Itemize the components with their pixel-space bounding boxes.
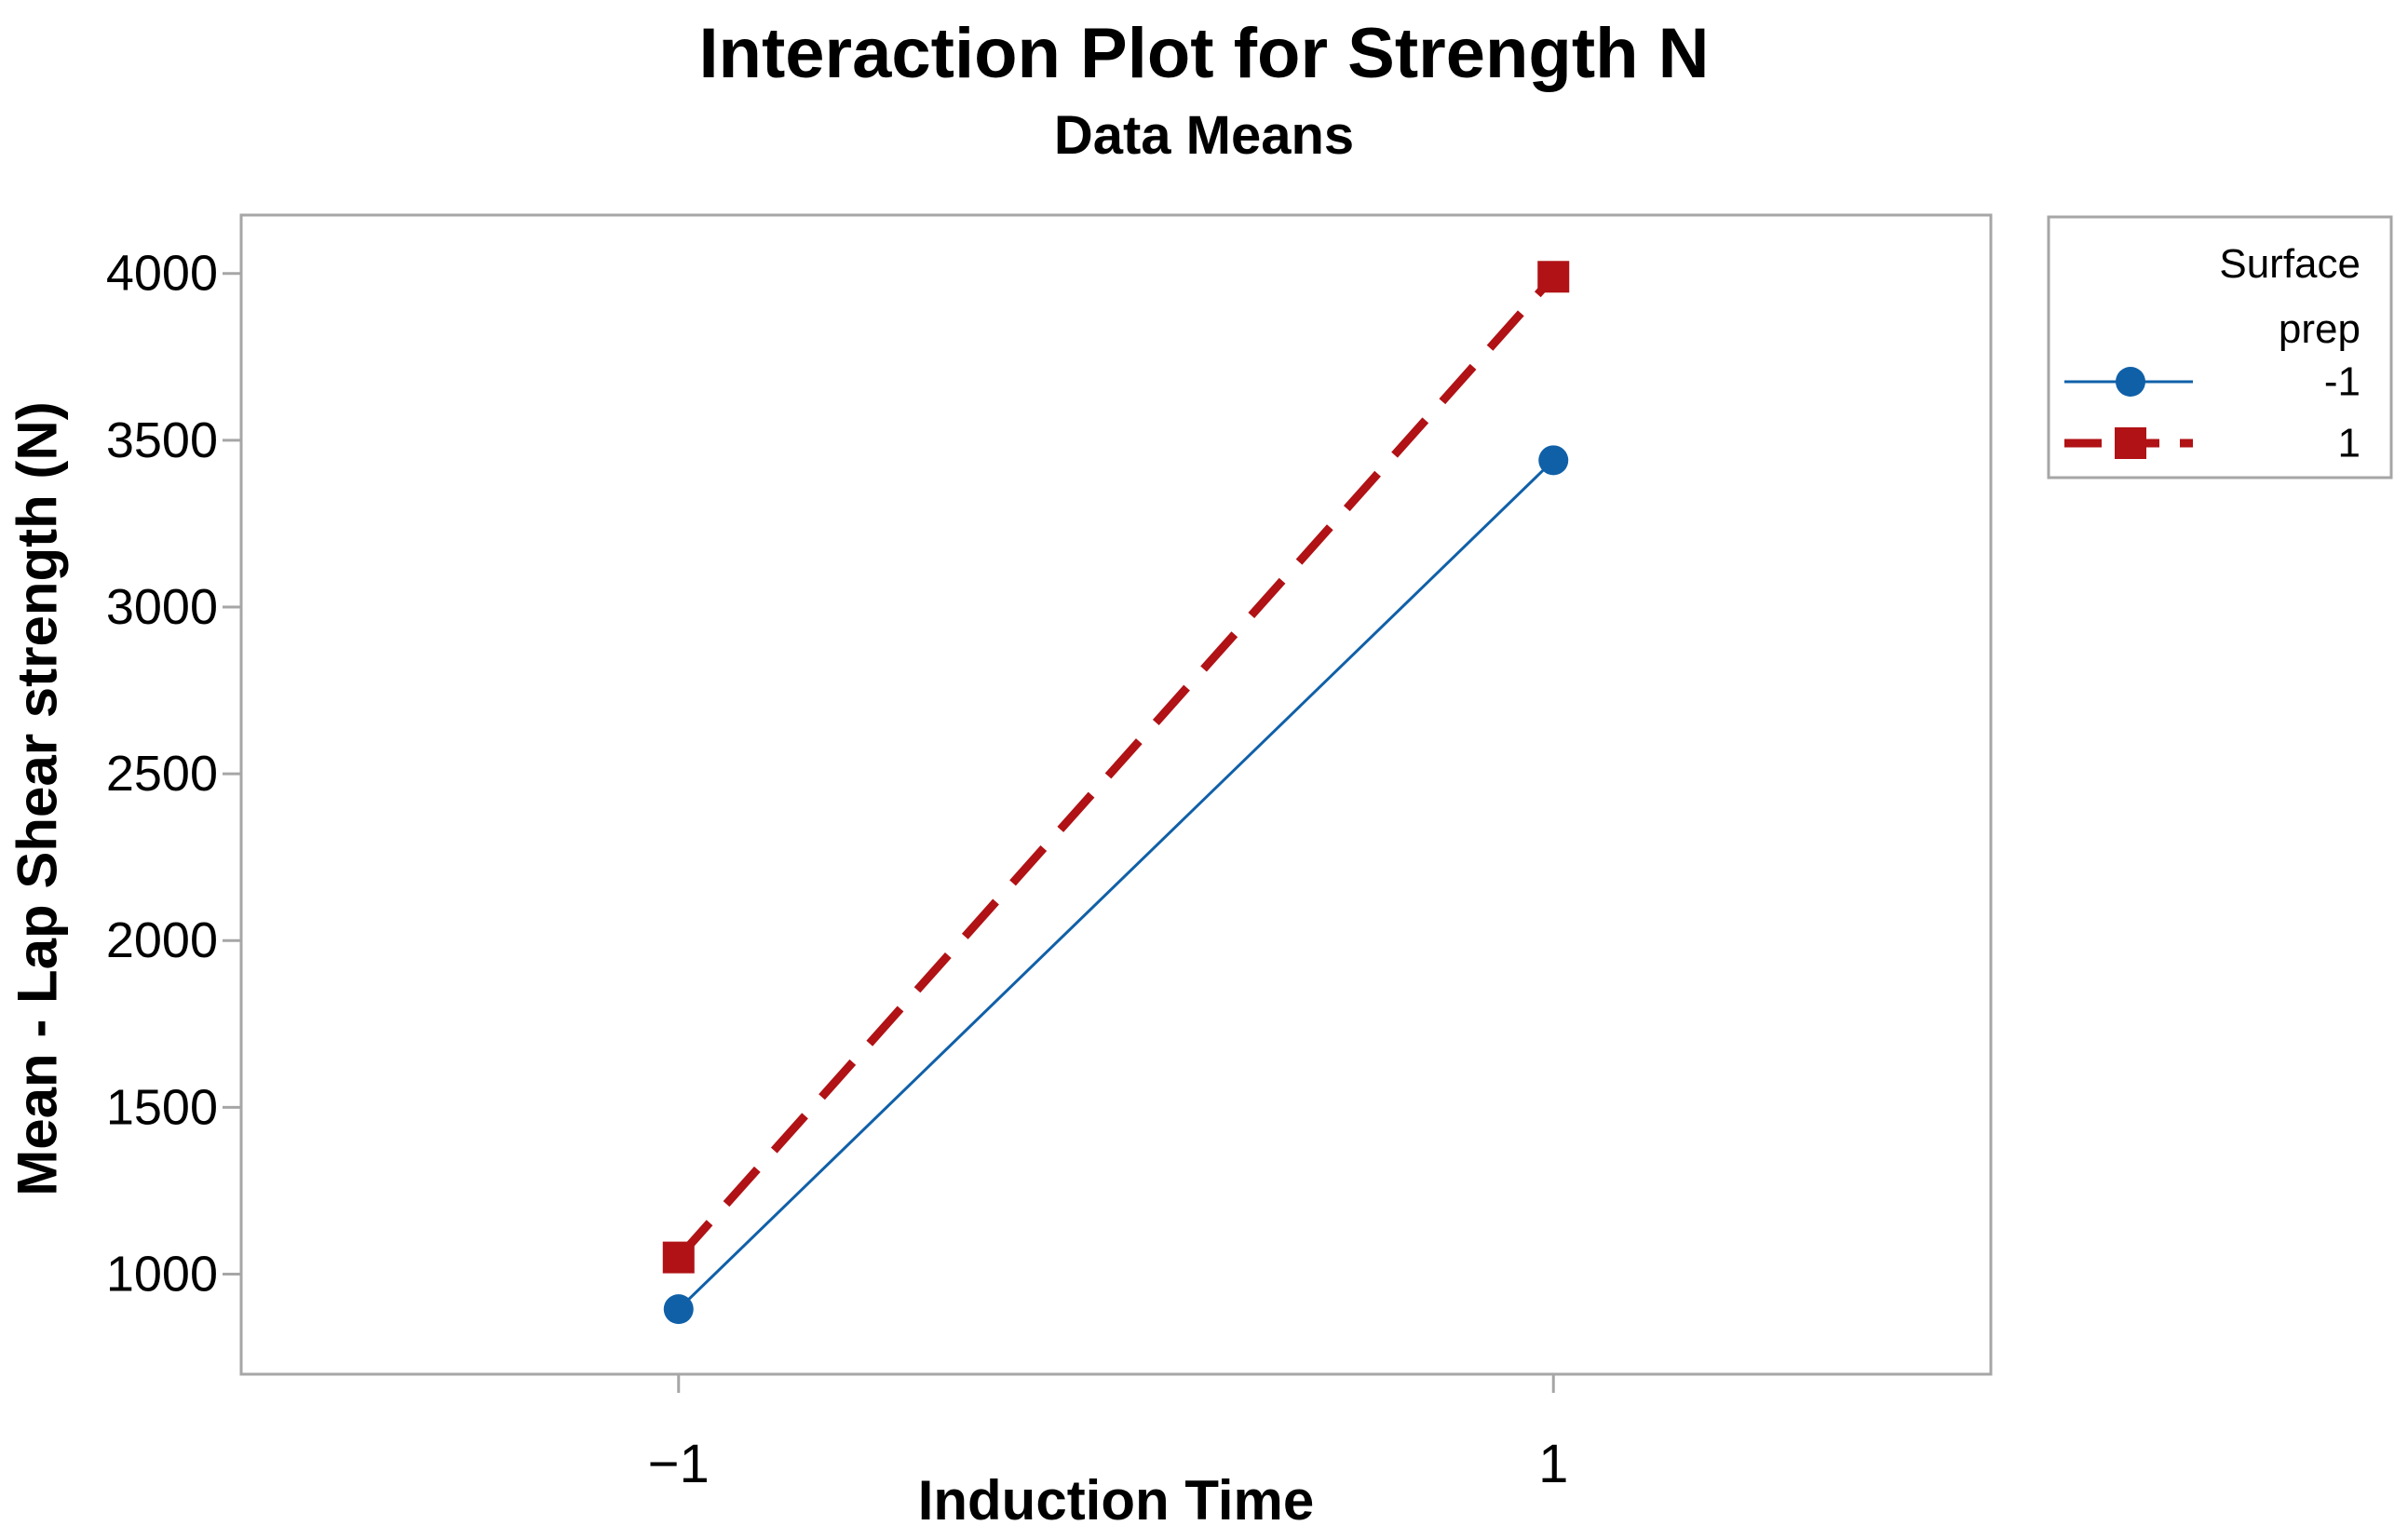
y-tick-label: 1500 bbox=[106, 1079, 218, 1135]
data-point-circle bbox=[1538, 445, 1569, 476]
legend-marker-square bbox=[2115, 427, 2146, 459]
legend-title-line: Surface bbox=[2219, 241, 2361, 287]
series-line--1 bbox=[677, 459, 1555, 1311]
legend-box bbox=[2047, 215, 2393, 479]
y-tick-label: 4000 bbox=[106, 246, 218, 302]
series-line-1 bbox=[675, 274, 1557, 1261]
legend-entry-label: -1 bbox=[2324, 359, 2361, 405]
plot-area-border bbox=[239, 213, 1993, 1376]
y-tick-label: 1000 bbox=[106, 1247, 218, 1303]
x-axis-label: Induction Time bbox=[917, 1469, 1315, 1532]
data-point-circle bbox=[663, 1294, 694, 1325]
x-tick-label: 1 bbox=[1538, 1434, 1568, 1494]
y-tick-label: 2000 bbox=[106, 912, 218, 968]
y-tick-label: 3000 bbox=[106, 579, 218, 635]
legend-title-line: prep bbox=[2279, 306, 2361, 352]
legend-marker-circle bbox=[2116, 367, 2145, 397]
y-tick-label: 2500 bbox=[106, 746, 218, 802]
chart-subtitle: Data Means bbox=[1053, 105, 1355, 166]
legend-entry-label: 1 bbox=[2338, 421, 2361, 466]
y-tick-label: 3500 bbox=[106, 412, 218, 468]
chart-title: Interaction Plot for Strength N bbox=[698, 14, 1710, 93]
x-tick-label: −1 bbox=[648, 1434, 710, 1494]
data-point-square bbox=[1537, 261, 1570, 293]
data-point-square bbox=[662, 1241, 695, 1274]
